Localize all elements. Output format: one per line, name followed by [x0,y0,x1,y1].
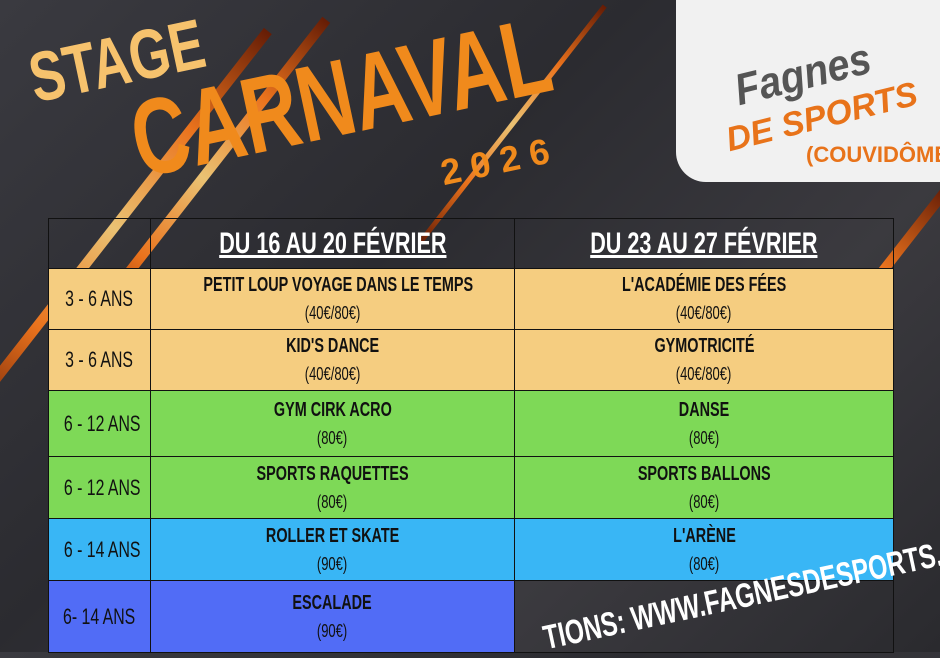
activity-cell: SPORTS BALLONS (80€) [514,456,894,519]
activity-cell: GYM CIRK ACRO (80€) [150,390,515,457]
activity-cell: DANSE (80€) [514,390,894,457]
age-cell: 3 - 6 ANS [48,268,151,330]
activity-cell: ESCALADE (90€) [150,580,515,653]
table-row: 3 - 6 ANS PETIT LOUP VOYAGE DANS LE TEMP… [48,268,894,330]
header-week-2: DU 23 AU 27 FÉVRIER [514,218,894,269]
activity-cell: PETIT LOUP VOYAGE DANS LE TEMPS (40€/80€) [150,268,515,330]
activity-cell: KID'S DANCE (40€/80€) [150,329,515,391]
schedule-table: DU 16 AU 20 FÉVRIER DU 23 AU 27 FÉVRIER … [48,218,894,653]
age-cell: 6 - 12 ANS [48,390,151,457]
table-row: 6 - 14 ANS ROLLER ET SKATE (90€) L'ARÈNE(… [48,518,894,581]
header-week-1: DU 16 AU 20 FÉVRIER [150,218,515,269]
activity-cell: ROLLER ET SKATE (90€) [150,518,515,581]
age-cell: 6 - 12 ANS [48,456,151,519]
logo: Fagnes DE SPORTS (COUVIDÔME) [676,0,940,182]
age-cell: 6 - 14 ANS [48,518,151,581]
header-empty [48,218,151,269]
activity-cell: L'ACADÉMIE DES FÉES (40€/80€) [514,268,894,330]
table-row: 6 - 12 ANS SPORTS RAQUETTES (80€) SPORTS … [48,456,894,519]
age-cell: 6- 14 ANS [48,580,151,653]
logo-place: (COUVIDÔME) [806,142,940,167]
table-row: 3 - 6 ANS KID'S DANCE (40€/80€) GYMOTRICI… [48,329,894,391]
activity-cell: GYMOTRICITÉ (40€/80€) [514,329,894,391]
activity-cell: SPORTS RAQUETTES (80€) [150,456,515,519]
age-cell: 3 - 6 ANS [48,329,151,391]
table-row: 6 - 12 ANS GYM CIRK ACRO (80€) DANSE (80€) [48,390,894,457]
